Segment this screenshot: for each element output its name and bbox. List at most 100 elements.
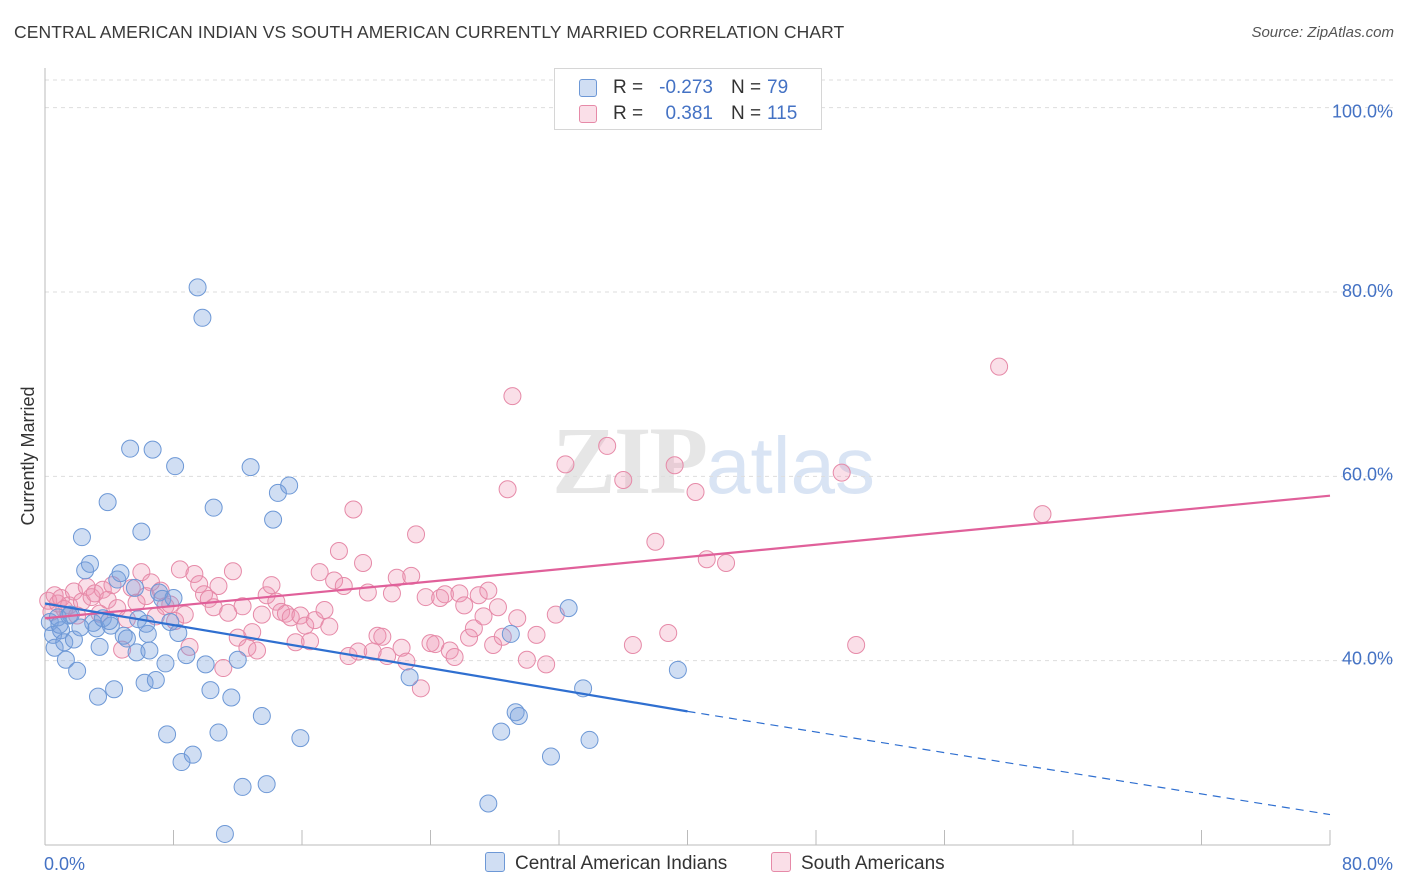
data-point-south-americans — [990, 357, 1009, 376]
data-point-south-americans — [411, 679, 430, 698]
data-point-central-american-indians — [506, 703, 525, 722]
source-credit: Source: ZipAtlas.com — [1251, 24, 1394, 41]
data-point-south-americans — [665, 456, 684, 475]
data-point-central-american-indians — [209, 723, 228, 742]
axis-labels: 40.0% 60.0% 80.0% 100.0% 0.0% 80.0% Currently … — [18, 102, 1393, 874]
chart-title: CENTRAL AMERICAN INDIAN VS SOUTH AMERICA… — [14, 22, 845, 42]
data-point-south-americans — [623, 635, 642, 654]
data-point-south-americans — [527, 625, 546, 644]
data-point-central-american-indians — [143, 440, 162, 459]
data-point-central-american-indians — [268, 483, 287, 502]
data-point-south-americans — [498, 480, 517, 499]
data-point-south-americans — [223, 562, 242, 581]
data-point-south-americans — [252, 605, 271, 624]
data-point-south-americans — [556, 455, 575, 474]
data-point-south-americans — [659, 624, 678, 643]
data-point-south-americans — [325, 571, 344, 590]
data-point-central-american-indians — [156, 654, 175, 673]
data-point-south-americans — [488, 598, 507, 617]
data-point-south-americans — [646, 532, 665, 551]
data-point-south-americans — [517, 650, 536, 669]
data-point-south-americans — [132, 563, 151, 582]
data-point-central-american-indians — [492, 722, 511, 741]
data-point-central-american-indians — [90, 637, 109, 656]
data-point-central-american-indians — [252, 706, 271, 725]
data-point-south-americans — [598, 436, 617, 455]
data-point-central-american-indians — [501, 624, 520, 643]
data-point-south-americans — [248, 641, 267, 660]
y-tick-label: 80.0% — [1342, 281, 1393, 301]
data-point-central-american-indians — [215, 824, 234, 843]
x-tick-label: 0.0% — [44, 854, 85, 874]
legend-n-value: 115 — [767, 103, 798, 124]
trend-line-central-american-indians — [44, 602, 688, 713]
data-point-south-americans — [185, 565, 204, 584]
data-point-south-americans — [717, 553, 736, 572]
data-point-south-americans — [113, 640, 132, 659]
data-point-central-american-indians — [164, 588, 183, 607]
y-tick-label: 100.0% — [1332, 102, 1393, 122]
data-point-south-americans — [344, 500, 363, 519]
legend-row-south-americans: R = 0.381 N = 115 — [555, 101, 821, 127]
data-point-south-americans — [474, 607, 493, 626]
data-point-south-americans — [537, 655, 556, 674]
data-point-south-americans — [847, 635, 866, 654]
data-point-south-americans — [503, 387, 522, 406]
bottom-legend-south-americans: South Americans — [771, 852, 945, 875]
data-point-central-american-indians — [204, 498, 223, 517]
bottom-legend-swatch-blue — [485, 852, 505, 872]
data-point-central-american-indians — [193, 308, 212, 327]
data-point-south-americans — [233, 597, 252, 616]
axes — [44, 68, 1331, 846]
data-point-central-american-indians — [280, 476, 299, 495]
data-point-south-americans — [450, 584, 469, 603]
data-point-central-american-indians — [50, 615, 69, 634]
data-point-south-americans — [397, 652, 416, 671]
y-tick-label: 40.0% — [1342, 649, 1393, 669]
trend-line-extension-central-american-indians — [687, 710, 1331, 816]
data-point-central-american-indians — [169, 624, 188, 643]
data-point-south-americans — [832, 463, 851, 482]
data-point-south-americans — [1033, 505, 1052, 524]
data-point-south-americans — [407, 525, 426, 544]
data-point-central-american-indians — [196, 655, 215, 674]
data-point-south-americans — [354, 553, 373, 572]
legend-r-value: 0.381 — [665, 103, 713, 124]
data-point-central-american-indians — [241, 458, 260, 477]
data-point-south-americans — [392, 638, 411, 657]
data-point-central-american-indians — [68, 661, 87, 680]
data-point-central-american-indians — [117, 629, 136, 648]
data-point-central-american-indians — [400, 668, 419, 687]
data-point-central-american-indians — [201, 681, 220, 700]
data-point-south-americans — [329, 541, 348, 560]
data-point-south-americans — [175, 605, 194, 624]
data-point-central-american-indians — [135, 673, 154, 692]
data-point-central-american-indians — [668, 660, 687, 679]
data-point-south-americans — [479, 581, 498, 600]
data-point-central-american-indians — [183, 745, 202, 764]
y-axis-title: Currently Married — [18, 386, 38, 525]
data-point-south-americans — [334, 577, 353, 596]
data-point-central-american-indians — [509, 706, 528, 725]
data-point-south-americans — [93, 580, 112, 599]
data-point-central-american-indians — [111, 564, 130, 583]
data-point-central-american-indians — [158, 725, 177, 744]
legend-row-central-american-indians: R = -0.273 N = 79 — [555, 75, 821, 101]
data-point-central-american-indians — [105, 680, 124, 699]
central-american-indians-points — [40, 278, 687, 843]
gridlines — [45, 79, 1395, 662]
data-point-south-americans — [464, 619, 483, 638]
data-point-south-americans — [455, 596, 474, 615]
legend-n-label: N = — [731, 77, 762, 98]
data-point-south-americans — [469, 586, 488, 605]
data-point-central-american-indians — [72, 528, 91, 547]
data-point-south-americans — [320, 617, 339, 636]
data-point-central-american-indians — [114, 626, 133, 645]
data-point-central-american-indians — [71, 618, 90, 637]
data-point-central-american-indians — [479, 794, 498, 813]
trend-lines — [44, 494, 1331, 816]
data-point-south-americans — [387, 568, 406, 587]
correlation-legend: R = -0.273 N = 79 R = 0.381 N = 115 — [554, 68, 822, 130]
data-point-central-american-indians — [233, 777, 252, 796]
